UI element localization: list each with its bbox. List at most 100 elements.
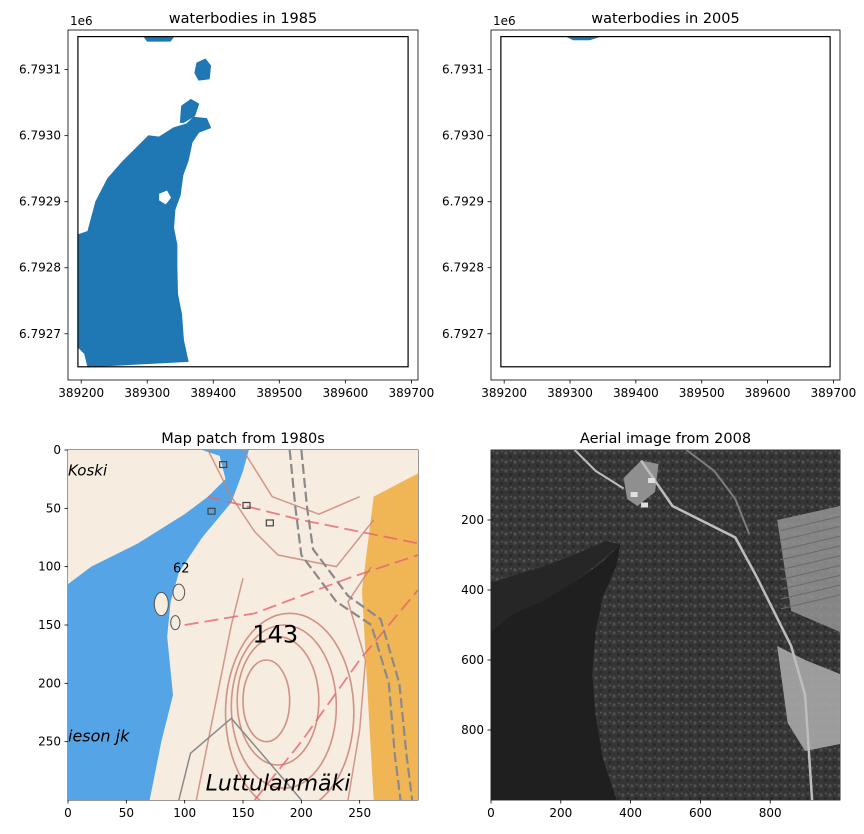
road <box>178 717 302 800</box>
field-row <box>780 574 840 590</box>
water <box>491 544 621 800</box>
x-tick-label: 50 <box>119 806 134 820</box>
map-label: Luttulanmäki <box>206 772 351 797</box>
x-tick-label: 389500 <box>256 386 302 400</box>
plot-area <box>500 36 831 368</box>
building <box>207 507 216 515</box>
study-area-boundary <box>77 36 409 368</box>
y-tick-label: 800 <box>461 723 484 737</box>
road <box>685 450 751 535</box>
map-image: Koski 62 143 ieson jk Luttulanmäki <box>68 450 418 800</box>
map-label: 62 <box>173 562 190 577</box>
axes-2: waterbodies in 2005 389200 389300 389400 389… <box>442 11 856 400</box>
x-tick-label: 0 <box>64 806 72 820</box>
y-tick-label: 6.7929 <box>19 195 61 209</box>
road <box>640 459 814 800</box>
y-tick-label: 6.7927 <box>442 327 484 341</box>
x-tick-label: 389700 <box>811 386 857 400</box>
grid-line <box>207 495 418 545</box>
study-area-boundary <box>500 36 831 368</box>
building <box>242 501 251 509</box>
y-tick-label: 600 <box>461 653 484 667</box>
y-tick-label: 150 <box>38 618 61 632</box>
x-tick-label: 389400 <box>613 386 659 400</box>
field-row <box>780 565 840 580</box>
contour-line <box>195 578 244 800</box>
x-tick-label: 389200 <box>481 386 527 400</box>
contour-line <box>224 612 355 800</box>
contour-line <box>236 635 320 766</box>
contour-line <box>347 566 372 800</box>
aerial-image <box>491 450 840 800</box>
y-tick-label: 0 <box>53 443 61 457</box>
island <box>159 190 172 205</box>
x-tick-label: 100 <box>173 806 196 820</box>
road <box>300 450 414 800</box>
building <box>265 519 274 527</box>
waterbody-polygon <box>77 116 212 368</box>
axes-1: waterbodies in 1985 389200 389300 389400 389… <box>19 11 434 400</box>
field-row <box>780 545 840 561</box>
y-tick-label: 100 <box>38 560 61 574</box>
building <box>219 461 228 469</box>
y-tick-label: 6.7928 <box>19 261 61 275</box>
x-tick-label: 389600 <box>745 386 791 400</box>
x-tick-label: 0 <box>487 806 495 820</box>
y-tick-label: 6.7930 <box>442 129 484 143</box>
field-row <box>780 555 840 571</box>
x-tick-label: 600 <box>689 806 712 820</box>
y-tick-label: 6.7928 <box>442 261 484 275</box>
road <box>288 450 402 800</box>
axes-4: Aerial image from 2008 0 200 400 600 800 200 40… <box>461 431 841 820</box>
y-tick-label: 400 <box>461 583 484 597</box>
x-tick-label: 250 <box>348 806 371 820</box>
field-row <box>780 516 840 531</box>
x-tick-label: 800 <box>759 806 782 820</box>
x-tick-label: 200 <box>290 806 313 820</box>
island <box>153 591 169 617</box>
map-label: Koski <box>68 462 108 480</box>
panel-title: Map patch from 1980s <box>161 431 325 447</box>
x-tick-label: 200 <box>549 806 572 820</box>
waterbody-polygon <box>143 36 175 42</box>
building <box>648 478 656 483</box>
plot-area <box>77 36 409 368</box>
y-tick-label: 6.7931 <box>442 63 484 77</box>
axes-frame <box>490 29 841 381</box>
building <box>630 492 638 497</box>
x-tick-label: 389500 <box>679 386 725 400</box>
contour-line <box>207 450 375 568</box>
x-tick-label: 389300 <box>124 386 170 400</box>
field-row <box>780 525 840 541</box>
x-tick-label: 389600 <box>322 386 368 400</box>
field-row <box>780 584 840 600</box>
island <box>172 583 186 601</box>
waterbody-polygon <box>179 98 200 123</box>
y-tick-label: 6.7930 <box>19 129 61 143</box>
y-tick-label: 200 <box>38 676 61 690</box>
panel-title: Aerial image from 2008 <box>580 431 751 447</box>
road <box>574 450 625 490</box>
grid-line <box>184 554 418 626</box>
x-tick-label: 389700 <box>388 386 434 400</box>
axes-3: Map patch from 1980s 0 50 100 150 200 250 0 50 10… <box>38 431 419 820</box>
y-offset-label: 1e6 <box>493 14 516 28</box>
contour-line <box>242 659 291 743</box>
field-row <box>780 594 840 610</box>
map-label: ieson jk <box>68 727 130 746</box>
panel-title: waterbodies in 2005 <box>591 11 739 27</box>
y-tick-label: 6.7929 <box>442 195 484 209</box>
contour-line <box>230 624 338 790</box>
waterbody-polygon <box>194 58 212 81</box>
contour-line <box>242 450 360 515</box>
y-tick-label: 250 <box>38 735 61 749</box>
lake <box>68 450 249 800</box>
y-tick-label: 6.7927 <box>19 327 61 341</box>
building <box>641 502 649 508</box>
y-tick-label: 6.7931 <box>19 63 61 77</box>
clearing <box>777 646 840 751</box>
y-tick-label: 50 <box>46 501 61 515</box>
island <box>170 615 181 631</box>
y-tick-label: 200 <box>461 513 484 527</box>
